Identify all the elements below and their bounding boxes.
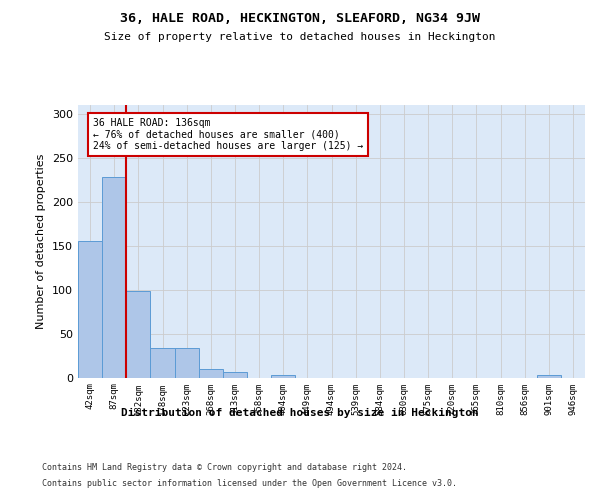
Text: Contains HM Land Registry data © Crown copyright and database right 2024.: Contains HM Land Registry data © Crown c… [42,462,407,471]
Bar [223,372,247,378]
Text: Distribution of detached houses by size in Heckington: Distribution of detached houses by size … [121,408,479,418]
Bar [151,348,175,378]
Text: 36, HALE ROAD, HECKINGTON, SLEAFORD, NG34 9JW: 36, HALE ROAD, HECKINGTON, SLEAFORD, NG3… [120,12,480,26]
Text: Contains public sector information licensed under the Open Government Licence v3: Contains public sector information licen… [42,479,457,488]
Bar [175,348,199,378]
Bar [102,177,126,378]
Bar [126,292,151,378]
Bar [78,242,102,378]
Bar [271,375,295,378]
Y-axis label: Number of detached properties: Number of detached properties [37,154,46,329]
Bar [537,375,561,378]
Text: 36 HALE ROAD: 136sqm
← 76% of detached houses are smaller (400)
24% of semi-deta: 36 HALE ROAD: 136sqm ← 76% of detached h… [93,118,364,152]
Bar [199,368,223,378]
Text: Size of property relative to detached houses in Heckington: Size of property relative to detached ho… [104,32,496,42]
